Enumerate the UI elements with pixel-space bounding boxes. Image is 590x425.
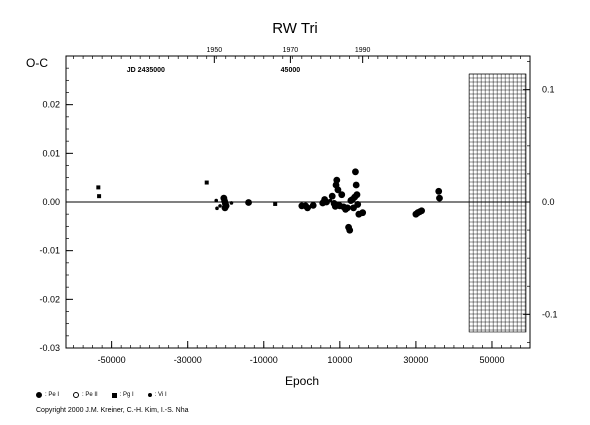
right-tick-label: -0.1 <box>542 309 558 319</box>
point-pe1 <box>418 207 426 215</box>
point-pe1 <box>328 192 336 200</box>
top-jd-label: 45000 <box>281 67 301 74</box>
legend-item-vi1: : Vi I <box>147 392 167 398</box>
point-pe1 <box>333 176 341 184</box>
legend-label: : Pe II <box>82 392 98 398</box>
axes: -50000 -30000 -10000 10000 30000 50000 -0.03 -0… <box>39 47 557 365</box>
point-pe1 <box>354 201 362 208</box>
legend-item-pe1: : Pe I <box>36 392 59 398</box>
point-pe1 <box>352 181 360 189</box>
point-pg1 <box>273 201 278 206</box>
legend: : Pe I : Pe II : Pg I : Vi I <box>36 392 167 398</box>
y-tick-label: -0.01 <box>39 246 60 256</box>
point-pe1 <box>352 168 359 176</box>
point-vi1 <box>214 198 219 203</box>
data-points <box>96 168 443 234</box>
point-pe1 <box>346 226 354 234</box>
point-pg1 <box>204 180 209 185</box>
y-tick-label: 0.01 <box>42 148 60 158</box>
x-tick-label: -30000 <box>174 355 202 365</box>
copyright-text: Copyright 2000 J.M. Kreiner, C.-H. Kim, … <box>36 407 189 414</box>
point-vi1 <box>215 206 219 211</box>
point-pe1 <box>436 194 443 202</box>
point-pe1 <box>323 198 330 206</box>
legend-item-pe2: : Pe II <box>73 392 98 398</box>
open-circle-icon <box>73 392 80 398</box>
oc-chart: RW Tri O-C Epoch -50000 -30000 -10000 10000… <box>26 20 558 388</box>
point-pe1 <box>338 191 346 199</box>
point-vi1 <box>229 201 234 205</box>
filled-circle-icon <box>36 392 42 398</box>
y-tick-label: -0.03 <box>39 343 60 353</box>
hatched-region-frame <box>468 73 527 333</box>
small-circle-icon <box>147 393 152 397</box>
point-pe1 <box>435 187 443 195</box>
point-vi1 <box>218 204 222 208</box>
top-jd-label: JD 2435000 <box>127 67 165 74</box>
x-axis-label: Epoch <box>285 374 319 388</box>
x-tick-label: -50000 <box>98 355 126 365</box>
chart-title: RW Tri <box>272 20 318 37</box>
point-pe1 <box>334 186 342 194</box>
top-year-label: 1970 <box>283 47 299 54</box>
point-pe1 <box>359 209 367 217</box>
y-tick-label: 0.00 <box>42 197 60 207</box>
y-axis-label: O-C <box>26 56 48 70</box>
x-tick-label: 50000 <box>479 355 504 365</box>
legend-label: : Pe I <box>45 392 60 398</box>
top-year-label: 1990 <box>355 47 371 54</box>
y-tick-label: -0.02 <box>39 294 60 304</box>
point-vi1 <box>307 205 312 210</box>
point-vi1 <box>328 198 333 203</box>
x-tick-label: 30000 <box>403 355 428 365</box>
legend-label: : Vi I <box>154 392 167 398</box>
point-pe1 <box>353 191 361 199</box>
legend-item-pg1: : Pg I <box>111 392 134 398</box>
x-tick-label: 10000 <box>327 355 352 365</box>
top-year-label: 1950 <box>207 47 223 54</box>
point-pe1 <box>221 204 229 212</box>
right-tick-label: 0.0 <box>542 197 555 207</box>
x-tick-label: -10000 <box>250 355 278 365</box>
point-pg1 <box>97 194 102 199</box>
point-pe1 <box>245 199 252 206</box>
point-pe1 <box>344 204 351 212</box>
point-pg1 <box>96 185 101 190</box>
legend-label: : Pg I <box>119 392 134 398</box>
point-pe1 <box>309 202 317 209</box>
filled-square-icon <box>111 392 117 398</box>
hatched-region <box>468 73 527 333</box>
y-tick-label: 0.02 <box>42 100 60 110</box>
right-tick-label: 0.1 <box>542 85 555 95</box>
